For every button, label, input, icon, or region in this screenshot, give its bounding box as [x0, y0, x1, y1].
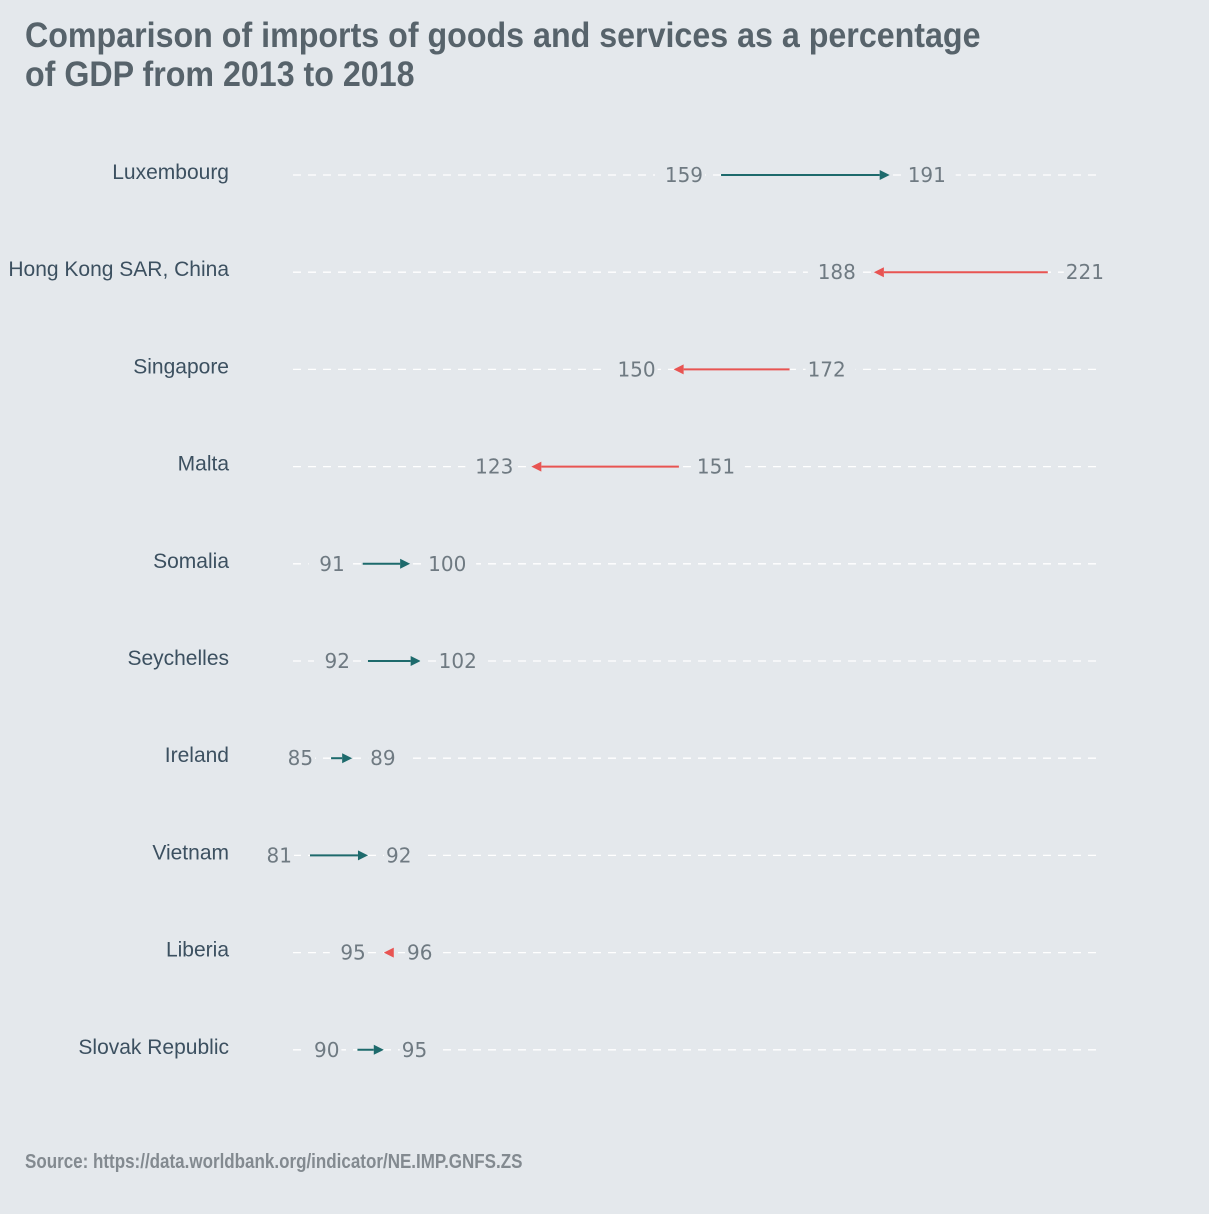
end-value-label: 102: [439, 649, 477, 673]
label-backdrop: [313, 649, 352, 673]
start-value-label: 151: [697, 455, 735, 479]
end-value-label: 150: [617, 357, 655, 381]
label-backdrop: [256, 843, 294, 868]
end-value-label: 92: [386, 843, 411, 867]
label-backdrop: [436, 649, 487, 673]
label-backdrop: [308, 551, 347, 576]
label-backdrop: [277, 746, 316, 771]
label-backdrop: [465, 454, 516, 479]
country-label: Vietnam: [152, 841, 229, 864]
arrow-head: [410, 656, 421, 666]
country-label: Seychelles: [127, 647, 229, 670]
chart-row: Somalia 91 100: [153, 550, 1100, 576]
end-value-label: 100: [428, 552, 466, 576]
label-backdrop: [1063, 260, 1114, 285]
chart-row: Singapore 172 150: [133, 355, 1100, 382]
chart-rows: Luxembourg 159 191 Hong Kong SAR, China 221 1…: [8, 161, 1114, 1062]
end-value-label: 191: [908, 163, 946, 187]
end-value-label: 123: [475, 455, 513, 479]
chart-title: Comparison of imports of goods and servi…: [25, 16, 981, 94]
arrow-head: [873, 267, 884, 278]
country-label: Somalia: [153, 550, 229, 573]
end-value-label: 188: [818, 260, 856, 284]
label-backdrop: [607, 357, 658, 382]
label-backdrop: [368, 746, 407, 771]
start-value-label: 91: [319, 552, 344, 576]
arrow-head: [673, 364, 684, 375]
chart-row: Ireland 85 89: [165, 744, 1100, 771]
label-backdrop: [303, 1037, 342, 1062]
chart-row: Hong Kong SAR, China 221 188: [8, 258, 1114, 285]
start-value-label: 159: [665, 163, 703, 187]
chart-row: Vietnam 81 92: [152, 841, 1100, 868]
country-label: Luxembourg: [112, 161, 229, 184]
end-value-label: 95: [402, 1038, 427, 1062]
country-label: Hong Kong SAR, China: [8, 258, 229, 281]
start-value-label: 172: [808, 357, 846, 381]
label-backdrop: [694, 454, 745, 479]
arrow-head: [383, 947, 394, 958]
source-note: Source: https://data.worldbank.org/indic…: [25, 1151, 523, 1173]
arrow-head: [373, 1044, 384, 1055]
label-backdrop: [405, 940, 444, 965]
chart-row: Luxembourg 159 191: [112, 161, 1100, 187]
chart-row: Malta 151 123: [178, 453, 1100, 479]
label-backdrop: [807, 260, 858, 285]
label-backdrop: [805, 357, 856, 382]
start-value-label: 90: [314, 1038, 339, 1062]
arrow-head: [342, 753, 353, 764]
arrow-head: [879, 170, 890, 180]
chart-row: Slovak Republic 90 95: [78, 1036, 1100, 1062]
label-backdrop: [905, 163, 956, 187]
label-backdrop: [655, 163, 706, 187]
arrow-head: [400, 558, 411, 569]
start-value-label: 221: [1066, 260, 1104, 284]
label-backdrop: [383, 843, 422, 868]
label-backdrop: [426, 551, 477, 576]
chart-row: Liberia 96 95: [166, 939, 1100, 965]
start-value-label: 81: [267, 843, 292, 867]
label-backdrop: [329, 940, 368, 965]
country-label: Singapore: [133, 355, 229, 378]
label-backdrop: [399, 1037, 438, 1062]
end-value-label: 95: [340, 941, 365, 965]
country-label: Malta: [178, 453, 230, 476]
country-label: Slovak Republic: [78, 1036, 229, 1059]
start-value-label: 85: [288, 746, 313, 770]
chart-row: Seychelles 92 102: [127, 647, 1100, 673]
arrow-head: [357, 850, 368, 861]
start-value-label: 92: [325, 649, 350, 673]
end-value-label: 89: [370, 746, 395, 770]
country-label: Liberia: [166, 939, 229, 962]
start-value-label: 96: [407, 941, 432, 965]
arrow-head: [531, 461, 542, 472]
country-label: Ireland: [165, 744, 229, 767]
